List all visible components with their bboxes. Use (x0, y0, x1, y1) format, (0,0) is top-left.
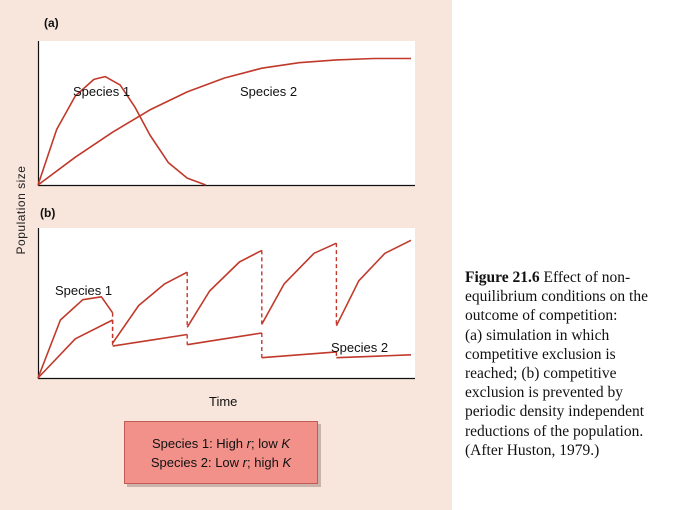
y-axis-label: Population size (14, 165, 28, 255)
legend-1-mid: ; low (251, 435, 282, 451)
caption-line-1: equilibrium conditions on the (465, 288, 648, 306)
caption-line-4: competitive exclusion is (465, 345, 616, 363)
caption-line-2: outcome of competition: (465, 307, 618, 325)
series-line-1 (37, 75, 207, 186)
legend-2-mid: ; high (247, 454, 283, 470)
legend-box: Species 1: High r; low K Species 2: Low … (124, 421, 318, 484)
caption-line-6: exclusion is prevented by (465, 384, 623, 402)
legend-1-r: r (246, 435, 251, 451)
x-axis-label: Time (209, 394, 238, 409)
panel-label-a: (a) (44, 16, 59, 30)
series-label-species-2-a: Species 2 (240, 84, 298, 99)
figure-panel: (a) (b) Population size Species 1 Specie… (0, 0, 452, 510)
legend-2-k: K (282, 454, 292, 470)
caption-line-3: (a) simulation in which (465, 326, 610, 344)
figure-caption: Figure 21.6 Effect of non- equilibrium c… (465, 268, 687, 460)
series-line-2 (37, 319, 412, 379)
chart-a (37, 41, 415, 187)
legend-line-species-2: Species 2: Low r; high K (151, 453, 291, 472)
legend-2-prefix: Species 2: Low (150, 454, 243, 470)
legend-2-r: r (242, 454, 248, 470)
figure-number: Figure 21.6 (465, 269, 540, 286)
chart-b (37, 228, 415, 380)
plot-area-a: Species 1 Species 2 (37, 41, 415, 187)
legend-1-prefix: Species 1: High (151, 435, 247, 451)
legend-line-species-1: Species 1: High r; low K (152, 434, 290, 453)
series-label-species-1-b: Species 1 (55, 283, 113, 298)
plot-area-b: Species 1 Species 2 (37, 228, 415, 380)
series-label-species-1-a: Species 1 (73, 84, 131, 99)
caption-line-5: reached; (b) competitive (465, 365, 617, 383)
series-line-2 (37, 57, 411, 186)
legend-1-k: K (281, 435, 291, 451)
series-label-species-2-b: Species 2 (331, 340, 389, 355)
caption-line-7: periodic density independent (465, 403, 645, 421)
caption-line-9: (After Huston, 1979.) (465, 441, 600, 459)
caption-line-8: reductions of the population. (465, 422, 644, 440)
caption-line-0: Effect of non- (543, 269, 631, 286)
panel-label-b: (b) (40, 206, 56, 220)
series-line-1 (37, 239, 412, 379)
